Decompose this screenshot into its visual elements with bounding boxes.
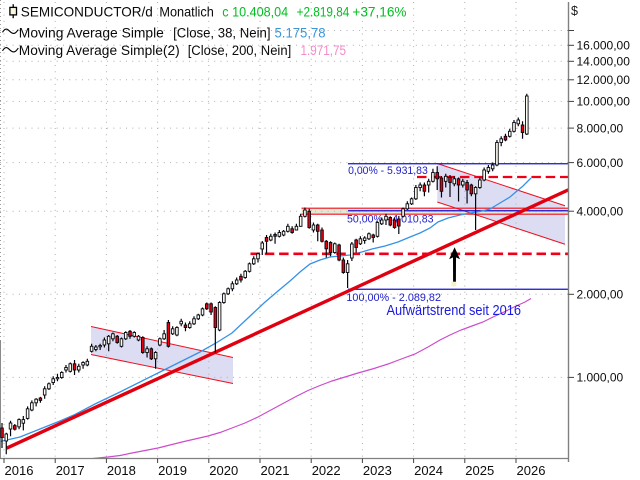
- svg-text:Moving Average Simple: Moving Average Simple: [19, 25, 164, 40]
- svg-text:+2.819,84: +2.819,84: [297, 4, 350, 20]
- svg-text:14.000,00: 14.000,00: [577, 55, 631, 69]
- svg-text:$: $: [571, 4, 578, 18]
- svg-text:1.971,75: 1.971,75: [301, 43, 347, 58]
- svg-text:SEMICONDUCTOR/d: SEMICONDUCTOR/d: [21, 4, 153, 20]
- svg-text:2023: 2023: [363, 463, 392, 478]
- svg-text:10.000,00: 10.000,00: [577, 95, 631, 109]
- svg-text:2.000,00: 2.000,00: [577, 288, 624, 302]
- svg-text:2022: 2022: [312, 463, 341, 478]
- svg-text:[Close, 200, Nein]: [Close, 200, Nein]: [188, 43, 292, 58]
- svg-text:+37,16%: +37,16%: [352, 4, 406, 20]
- svg-text:Monatlich: Monatlich: [159, 4, 213, 20]
- svg-text:2024: 2024: [414, 463, 443, 478]
- svg-text:2020: 2020: [209, 463, 238, 478]
- svg-text:0,00% - 5.931,83: 0,00% - 5.931,83: [348, 165, 428, 177]
- svg-text:2025: 2025: [465, 463, 494, 478]
- svg-text:2019: 2019: [158, 463, 187, 478]
- svg-text:16.000,00: 16.000,00: [577, 39, 631, 53]
- svg-text:Aufwärtstrend seit 2016: Aufwärtstrend seit 2016: [387, 303, 522, 319]
- svg-text:[Close, 38, Nein]: [Close, 38, Nein]: [173, 25, 270, 40]
- svg-text:2021: 2021: [261, 463, 290, 478]
- svg-text:c 10.408,04: c 10.408,04: [222, 4, 288, 20]
- svg-text:12.000,00: 12.000,00: [577, 73, 631, 87]
- svg-text:1.000,00: 1.000,00: [577, 371, 624, 385]
- svg-text:100,00% - 2.089,82: 100,00% - 2.089,82: [346, 292, 441, 304]
- svg-text:6.000,00: 6.000,00: [577, 156, 624, 170]
- svg-text:2017: 2017: [56, 463, 85, 478]
- svg-text:2016: 2016: [5, 463, 34, 478]
- svg-text:5.175,78: 5.175,78: [275, 25, 326, 40]
- svg-text:Moving Average Simple(2): Moving Average Simple(2): [19, 43, 180, 58]
- svg-text:2018: 2018: [107, 463, 136, 478]
- svg-text:8.000,00: 8.000,00: [577, 121, 624, 135]
- svg-text:2026: 2026: [517, 463, 546, 478]
- svg-text:4.000,00: 4.000,00: [577, 204, 624, 218]
